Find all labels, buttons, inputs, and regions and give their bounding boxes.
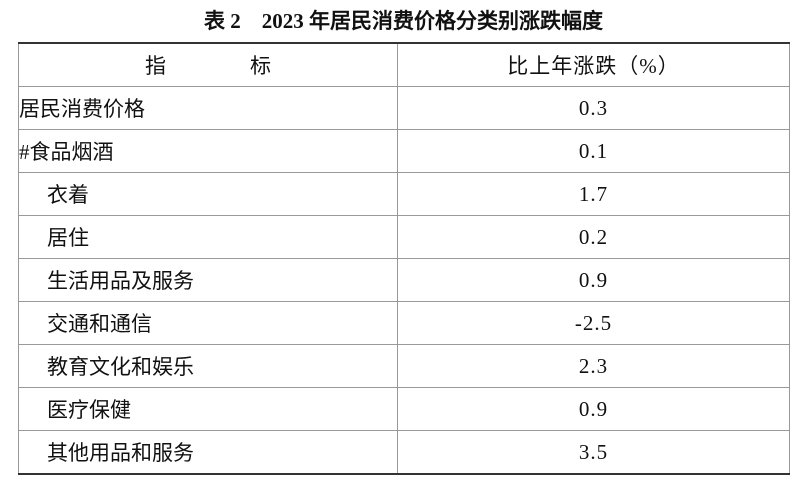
value-cell: 0.1 [397, 129, 790, 173]
table-row: 居民消费价格 0.3 [18, 86, 790, 130]
header-cell: 比上年涨跌（%） [397, 42, 790, 87]
indicator-cell: #食品烟酒 [18, 129, 398, 173]
value-cell: -2.5 [397, 301, 790, 345]
table-row: 衣着 1.7 [18, 172, 790, 216]
header-cell: 指 标 [18, 42, 398, 87]
indicator-cell: 居民消费价格 [18, 86, 398, 130]
table-row: 交通和通信 -2.5 [18, 301, 790, 345]
table-row: #食品烟酒 0.1 [18, 129, 790, 173]
value-cell: 1.7 [397, 172, 790, 216]
value-cell: 0.3 [397, 86, 790, 130]
table-row: 其他用品和服务 3.5 [18, 430, 790, 475]
value-cell: 0.9 [397, 387, 790, 431]
indicator-cell: 衣着 [18, 172, 398, 216]
value-cell: 0.2 [397, 215, 790, 259]
table-row: 生活用品及服务 0.9 [18, 258, 790, 302]
table-row: 教育文化和娱乐 2.3 [18, 344, 790, 388]
table-header: 指 标 比上年涨跌（%） [18, 42, 790, 87]
indicator-cell: 其他用品和服务 [18, 430, 398, 475]
indicator-cell: 居住 [18, 215, 398, 259]
value-cell: 3.5 [397, 430, 790, 475]
indicator-cell: 教育文化和娱乐 [18, 344, 398, 388]
table-row: 医疗保健 0.9 [18, 387, 790, 431]
table-body: 居民消费价格 0.3 #食品烟酒 0.1 衣着 1.7 居住 0.2 生活用品及服务 0.9 交通和… [18, 86, 790, 475]
table-row: 居住 0.2 [18, 215, 790, 259]
value-cell: 0.9 [397, 258, 790, 302]
data-table: 指 标 比上年涨跌（%） 居民消费价格 0.3 #食品烟酒 0.1 衣着 1.7 居住 0.2… [18, 42, 790, 475]
indicator-cell: 交通和通信 [18, 301, 398, 345]
indicator-cell: 生活用品及服务 [18, 258, 398, 302]
table-title: 表 2 2023 年居民消费价格分类别涨跌幅度 [204, 9, 603, 33]
indicator-cell: 医疗保健 [18, 387, 398, 431]
value-cell: 2.3 [397, 344, 790, 388]
header-row: 指 标 比上年涨跌（%） [18, 42, 790, 87]
